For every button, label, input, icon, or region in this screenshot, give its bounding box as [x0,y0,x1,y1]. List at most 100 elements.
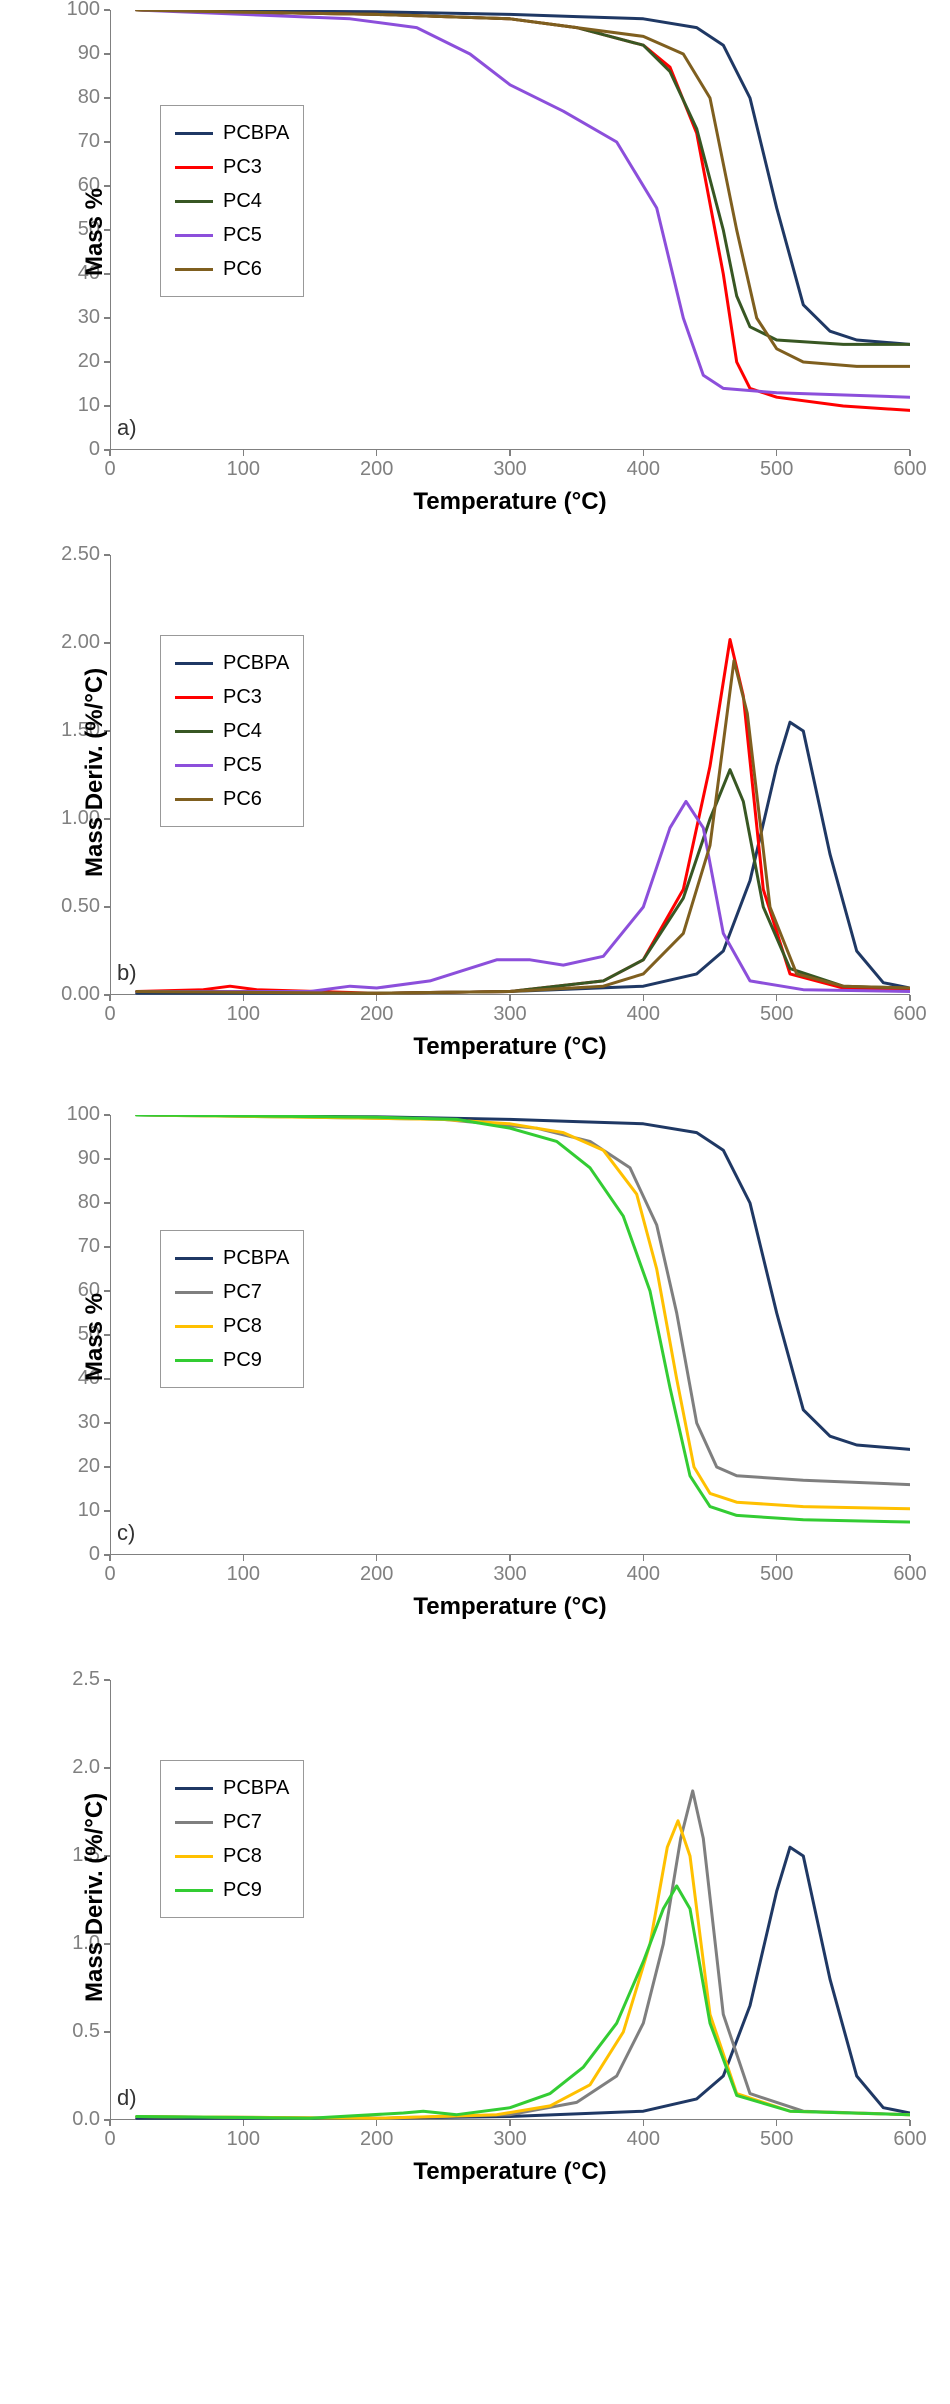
x-tick-label: 500 [752,2128,802,2151]
x-tick-label: 200 [352,1563,402,1586]
legend-label: PC3 [223,686,262,709]
x-tick-label: 400 [618,2128,668,2151]
panel-letter: c) [117,1520,135,1546]
x-tick-label: 0 [85,1003,135,1026]
y-tick-label: 0.5 [40,2020,100,2043]
legend-swatch [175,1291,213,1294]
legend-item: PCBPA [175,1771,289,1805]
legend-label: PCBPA [223,1247,289,1270]
x-tick-label: 300 [485,458,535,481]
y-tick-label: 90 [40,1147,100,1170]
legend-label: PC5 [223,754,262,777]
x-axis-label: Temperature (°C) [410,488,610,516]
x-tick-label: 400 [618,1563,668,1586]
legend-item: PC6 [175,782,289,816]
legend: PCBPA PC3 PC4 PC5 PC6 [160,635,304,827]
legend-swatch [175,696,213,699]
y-tick-label: 10 [40,394,100,417]
x-tick-label: 0 [85,458,135,481]
x-tick-label: 400 [618,1003,668,1026]
legend-item: PC3 [175,680,289,714]
legend-swatch [175,1821,213,1824]
y-axis-label: Mass Deriv. (%/°C) [81,1802,109,2002]
panel-a: 0102030405060708090100010020030040050060… [5,0,945,545]
legend-item: PC4 [175,184,289,218]
legend-item: PC3 [175,150,289,184]
legend-swatch [175,268,213,271]
legend-swatch [175,662,213,665]
x-tick-label: 500 [752,1563,802,1586]
x-axis-label: Temperature (°C) [410,1033,610,1061]
y-tick-label: 0.50 [40,895,100,918]
x-axis-label: Temperature (°C) [410,1593,610,1621]
y-axis-label: Mass Deriv. (%/°C) [81,677,109,877]
legend-label: PC8 [223,1845,262,1868]
legend-item: PC8 [175,1839,289,1873]
legend-item: PCBPA [175,646,289,680]
legend-label: PCBPA [223,122,289,145]
x-tick-label: 600 [885,2128,935,2151]
y-tick-label: 100 [40,0,100,21]
x-tick-label: 100 [218,2128,268,2151]
figure: 0102030405060708090100010020030040050060… [0,0,950,2225]
x-tick-label: 600 [885,1003,935,1026]
legend-swatch [175,1855,213,1858]
panel-letter: d) [117,2085,137,2111]
legend-item: PC6 [175,252,289,286]
legend-item: PC5 [175,218,289,252]
x-tick-label: 500 [752,1003,802,1026]
legend-item: PC8 [175,1309,289,1343]
legend-item: PC7 [175,1275,289,1309]
legend-label: PCBPA [223,1777,289,1800]
x-tick-label: 300 [485,2128,535,2151]
legend-swatch [175,1325,213,1328]
legend-swatch [175,1889,213,1892]
legend-item: PCBPA [175,116,289,150]
x-tick-label: 200 [352,1003,402,1026]
legend-label: PCBPA [223,652,289,675]
y-tick-label: 80 [40,1191,100,1214]
y-tick-label: 100 [40,1103,100,1126]
y-axis-label: Mass % [81,132,109,332]
x-tick-label: 200 [352,2128,402,2151]
legend-item: PC4 [175,714,289,748]
legend-label: PC4 [223,190,262,213]
panel-letter: b) [117,960,137,986]
y-tick-label: 2.50 [40,543,100,566]
legend: PCBPA PC7 PC8 PC9 [160,1760,304,1918]
x-tick-label: 600 [885,458,935,481]
x-tick-label: 300 [485,1563,535,1586]
legend-swatch [175,200,213,203]
legend-label: PC6 [223,258,262,281]
legend-swatch [175,730,213,733]
y-axis-label: Mass % [81,1237,109,1437]
x-tick-label: 0 [85,1563,135,1586]
y-tick-label: 10 [40,1499,100,1522]
panel-b: 0.000.501.001.502.002.500100200300400500… [5,545,945,1105]
legend-swatch [175,1359,213,1362]
series-pc9 [137,1886,910,2118]
legend-label: PC4 [223,720,262,743]
x-tick-label: 100 [218,458,268,481]
x-tick-label: 200 [352,458,402,481]
legend-label: PC7 [223,1281,262,1304]
x-tick-label: 400 [618,458,668,481]
panel-d: 0.00.51.01.52.02.50100200300400500600Mas… [5,1670,945,2225]
legend-label: PC5 [223,224,262,247]
legend-swatch [175,764,213,767]
legend-item: PC9 [175,1873,289,1907]
panel-c: 0102030405060708090100010020030040050060… [5,1105,945,1670]
y-tick-label: 20 [40,350,100,373]
y-tick-label: 2.00 [40,631,100,654]
legend-swatch [175,234,213,237]
legend-label: PC7 [223,1811,262,1834]
x-tick-label: 500 [752,458,802,481]
legend-item: PC7 [175,1805,289,1839]
legend-item: PC5 [175,748,289,782]
legend-swatch [175,1257,213,1260]
legend-label: PC6 [223,788,262,811]
legend-swatch [175,1787,213,1790]
panel-letter: a) [117,415,137,441]
legend: PCBPAPC7PC8PC9 [160,1230,304,1388]
legend: PCBPA PC3 PC4 PC5 PC6 [160,105,304,297]
